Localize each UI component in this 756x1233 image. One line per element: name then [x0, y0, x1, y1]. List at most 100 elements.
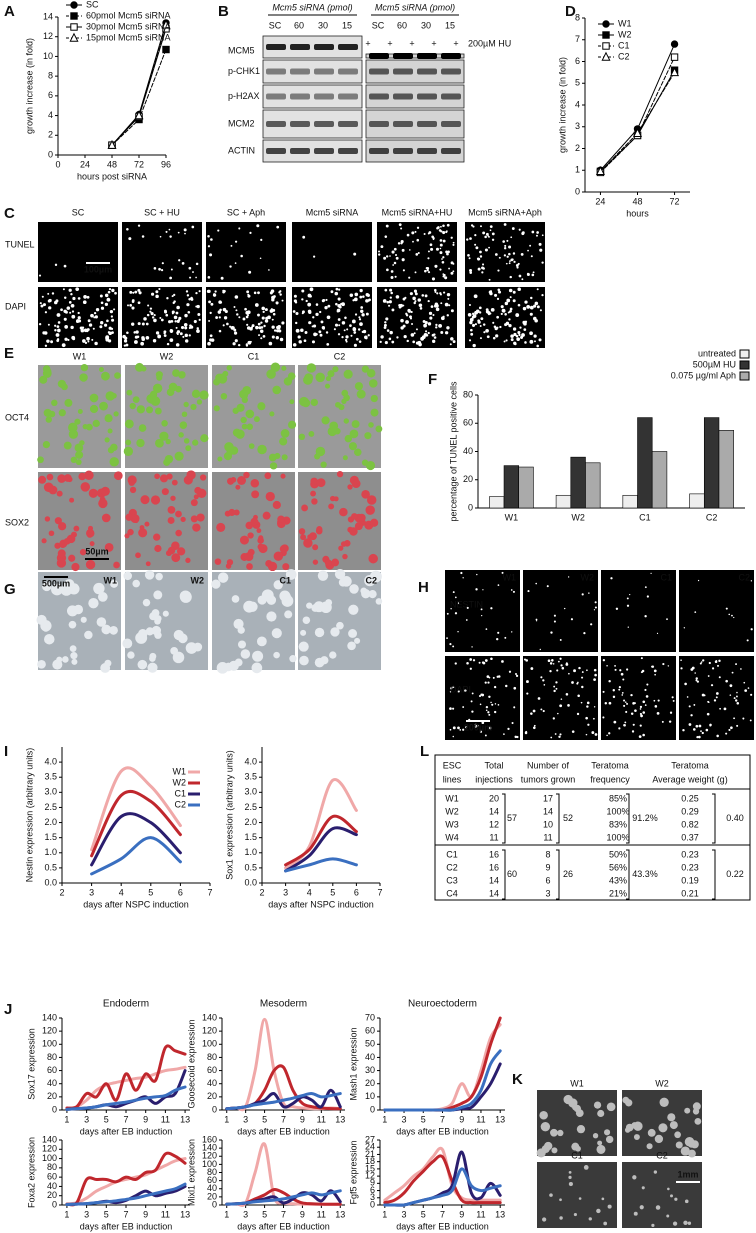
cell — [446, 637, 448, 640]
cell — [235, 309, 238, 312]
cell — [535, 234, 538, 237]
cell — [295, 328, 300, 333]
point — [107, 139, 117, 149]
cell — [176, 330, 181, 334]
cell — [334, 569, 346, 580]
cell — [163, 334, 167, 338]
cell — [433, 333, 436, 336]
cell — [329, 421, 339, 431]
band — [314, 148, 334, 154]
cell — [238, 316, 241, 319]
x-tick-label: 7 — [440, 1209, 445, 1219]
cell — [644, 704, 647, 706]
cell — [472, 343, 476, 348]
cell — [344, 338, 348, 342]
cell — [333, 328, 336, 331]
cell — [401, 258, 405, 262]
cell — [98, 498, 108, 509]
y-tick-label: 3.5 — [44, 772, 57, 782]
cell — [412, 340, 416, 344]
cell — [446, 252, 449, 256]
cell — [588, 592, 590, 594]
cell — [300, 534, 307, 541]
column-label: C2 — [738, 572, 750, 582]
cell — [61, 383, 68, 391]
cell — [159, 316, 162, 319]
cell — [618, 685, 621, 689]
cell — [248, 270, 252, 274]
band — [393, 53, 413, 59]
cell — [405, 320, 409, 324]
cell — [638, 735, 642, 738]
legend-label: untreated — [698, 348, 736, 358]
cell — [523, 328, 527, 332]
cell — [480, 317, 484, 321]
micrograph — [122, 287, 202, 348]
cell — [141, 235, 145, 238]
cell — [137, 322, 141, 326]
cell — [733, 717, 736, 720]
legend-label: SC — [86, 0, 99, 9]
cell — [240, 254, 243, 258]
band — [314, 93, 334, 100]
micrograph — [38, 222, 118, 282]
cell — [360, 309, 364, 314]
cell — [468, 257, 471, 260]
y-tick-label: 80 — [47, 1052, 57, 1062]
cell — [166, 342, 170, 346]
cell — [129, 402, 136, 410]
cell — [187, 310, 191, 314]
cell — [489, 291, 493, 296]
cell — [454, 612, 458, 615]
cell — [75, 287, 80, 292]
cell — [427, 299, 430, 303]
cell — [179, 332, 183, 336]
cell — [596, 1208, 601, 1214]
cell — [479, 730, 483, 734]
cell — [312, 324, 317, 328]
cell — [93, 316, 96, 319]
y-tick-label: 140 — [42, 1012, 57, 1022]
cell — [578, 666, 581, 670]
cell — [57, 549, 66, 558]
panel-label: H — [418, 579, 429, 596]
cell — [733, 616, 735, 619]
table-total: 0.22 — [726, 869, 744, 879]
cell — [106, 319, 109, 323]
legend-label: 60pmol Mcm5 siRNA — [86, 10, 171, 20]
cell — [695, 677, 698, 680]
x-tick-label: 11 — [476, 1209, 485, 1219]
cell — [127, 304, 129, 307]
cell — [621, 691, 624, 694]
cell — [228, 508, 236, 516]
cell — [169, 329, 173, 332]
cell — [526, 692, 529, 695]
cell — [308, 310, 312, 314]
cell — [184, 333, 188, 338]
cell — [155, 438, 164, 448]
cell — [89, 541, 95, 547]
cell — [309, 288, 312, 291]
cell — [563, 607, 566, 610]
legend-label: W1 — [173, 766, 187, 776]
cell — [471, 692, 474, 695]
cell — [449, 690, 452, 693]
cell — [505, 262, 508, 265]
column-label: Mcm5 siRNA+Aph — [468, 207, 542, 217]
cell — [639, 1205, 644, 1210]
cell — [313, 332, 317, 337]
x-tick-label: 13 — [180, 1209, 190, 1219]
cell — [51, 292, 55, 295]
cell — [56, 558, 67, 568]
cell — [348, 629, 357, 638]
cell — [82, 300, 87, 305]
cell — [361, 313, 365, 317]
cell — [160, 268, 164, 272]
cell — [627, 626, 629, 628]
cell — [452, 645, 455, 648]
cell — [446, 292, 451, 297]
cell — [65, 310, 68, 314]
cell — [126, 331, 129, 335]
cell — [257, 313, 260, 317]
cell — [198, 290, 201, 293]
